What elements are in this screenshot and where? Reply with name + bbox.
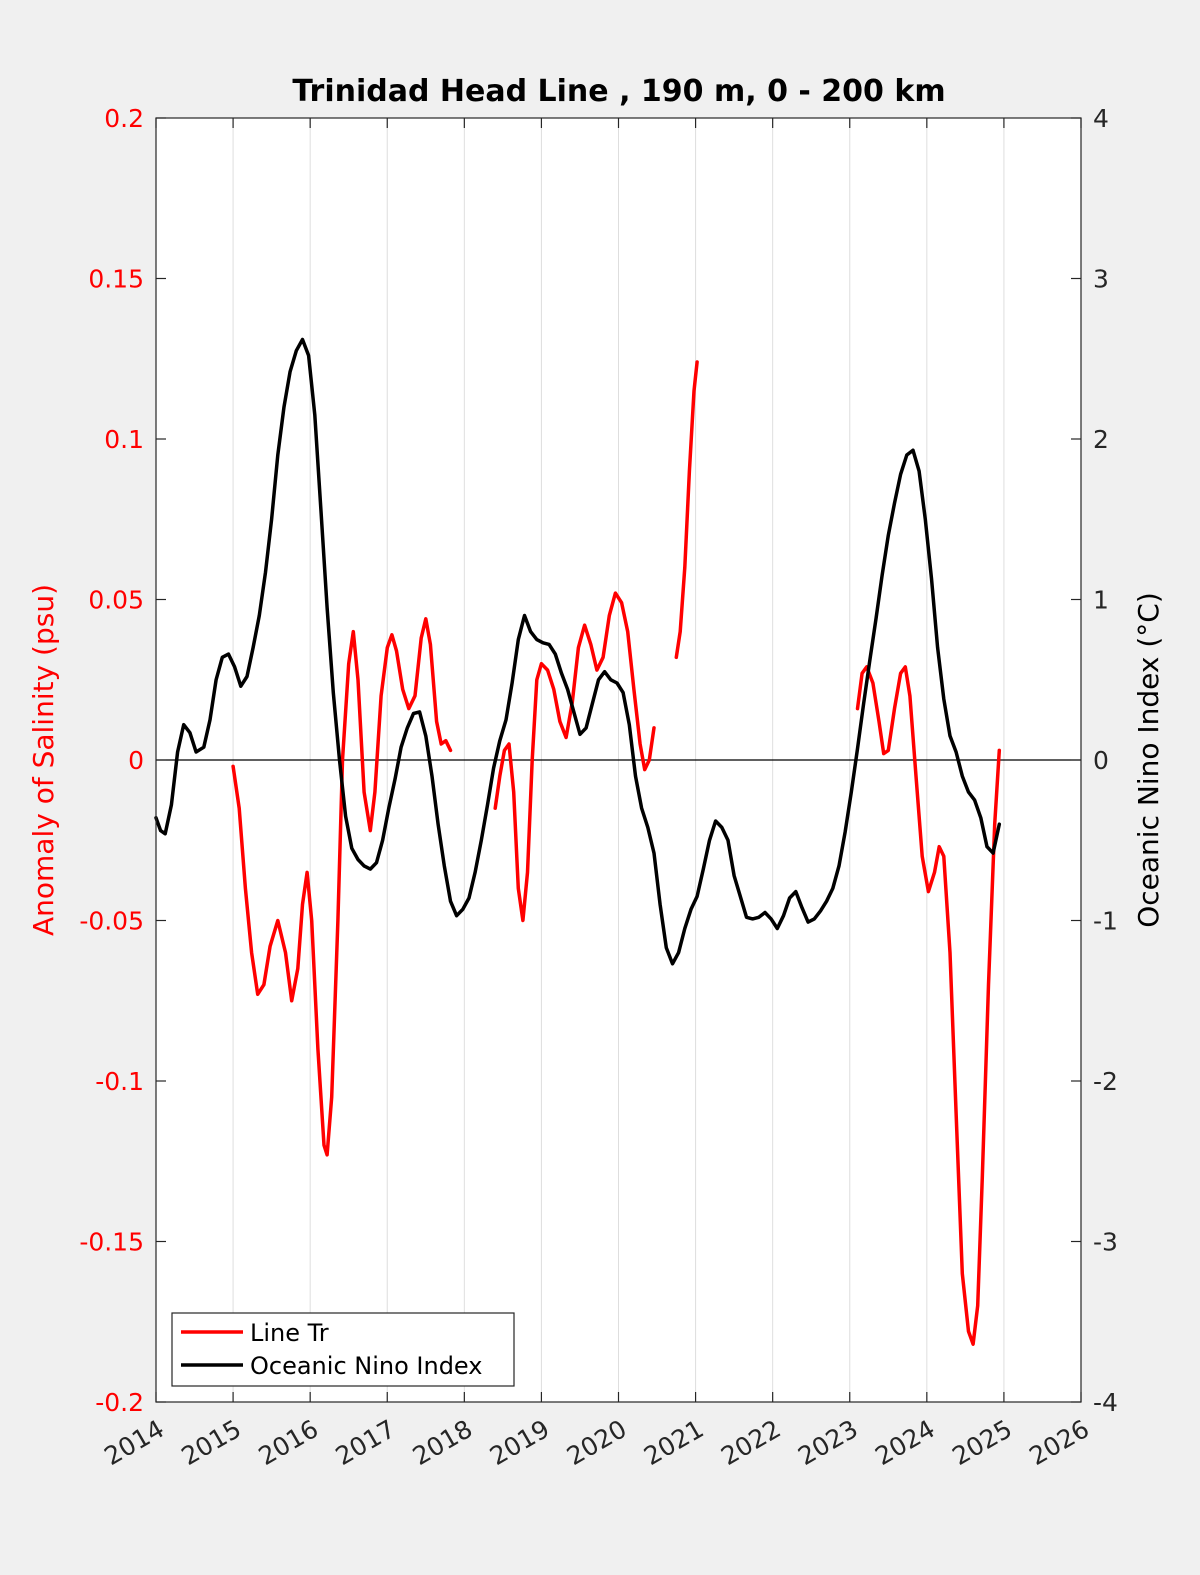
tick-marks: [155, 117, 1082, 1403]
y-left-tick-label--0.15: -0.15: [79, 1228, 144, 1257]
y-left-tick-label-0.05: 0.05: [88, 586, 144, 615]
chart-title: Trinidad Head Line , 190 m, 0 - 200 km: [292, 74, 945, 109]
y-left-tick-label-0.15: 0.15: [88, 265, 144, 294]
y-right-tick-label-2: 2: [1093, 425, 1109, 454]
y-right-tick-label--4: -4: [1093, 1388, 1118, 1417]
y-right-tick-label--3: -3: [1093, 1228, 1118, 1257]
y-right-tick-label--2: -2: [1093, 1067, 1118, 1096]
legend-label-line-tr: Line Tr: [250, 1319, 329, 1347]
y-left-tick-label-0: 0: [128, 746, 144, 775]
y-left-tick-label-0.1: 0.1: [104, 425, 144, 454]
series-layer: [154, 337, 1002, 1346]
y-left-tick-label--0.05: -0.05: [79, 907, 144, 936]
y-axis-right-label: Oceanic Nino Index (°C): [1132, 592, 1165, 928]
y-right-tick-label-3: 3: [1093, 265, 1109, 294]
series-oceanic-nino-index-segment-0: [154, 337, 1002, 966]
series-line-tr-segment-2: [674, 360, 699, 660]
y-axis-left-label: Anomaly of Salinity (psu): [27, 584, 60, 936]
y-right-tick-label-0: 0: [1093, 746, 1109, 775]
y-right-tick-label-1: 1: [1093, 586, 1109, 615]
legend-box: [171, 1312, 515, 1387]
series-line-tr-segment-1: [493, 591, 656, 923]
y-right-tick-label--1: -1: [1093, 907, 1118, 936]
series-line-tr-segment-3: [855, 665, 1002, 1346]
legend: Line Tr Oceanic Nino Index: [171, 1312, 515, 1387]
series-line-tr-segment-0: [231, 617, 453, 1157]
legend-label-oni: Oceanic Nino Index: [250, 1352, 482, 1380]
y-left-tick-label--0.1: -0.1: [95, 1067, 144, 1096]
y-right-tick-label-4: 4: [1093, 104, 1109, 133]
y-left-tick-label--0.2: -0.2: [95, 1388, 144, 1417]
y-left-tick-label-0.2: 0.2: [104, 104, 144, 133]
